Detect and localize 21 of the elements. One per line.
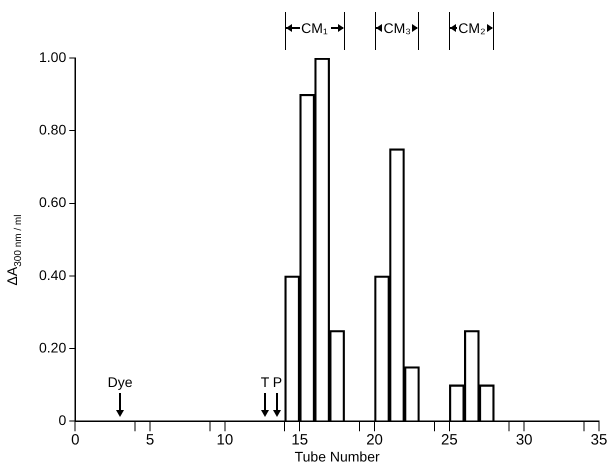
x-tick-label: 10 (216, 431, 234, 448)
y-tick-label: 0.60 (39, 194, 66, 210)
text: CM₁ (301, 20, 328, 36)
y-tick-label: 0 (58, 412, 66, 428)
x-tick-label: 15 (291, 431, 308, 448)
x-tick-label: 25 (441, 431, 458, 448)
x-axis-title: Tube Number (294, 448, 380, 464)
y-tick-label: 0.80 (39, 122, 66, 138)
x-tick-label: 35 (590, 431, 608, 448)
y-tick-label: 0.40 (39, 266, 66, 283)
text: CM₂ (458, 20, 486, 36)
x-tick-label: 0 (71, 431, 80, 448)
y-tick-label: 1.00 (39, 48, 66, 65)
x-tick-label: 20 (366, 431, 383, 448)
x-tick-label: 30 (516, 431, 533, 448)
y-tick-label: 0.20 (39, 339, 66, 356)
text: CM₃ (383, 20, 411, 36)
annotation: P (272, 374, 282, 390)
x-tick-label: 5 (146, 431, 154, 448)
annotation: Dye (108, 374, 133, 390)
annotation: T (260, 374, 270, 390)
